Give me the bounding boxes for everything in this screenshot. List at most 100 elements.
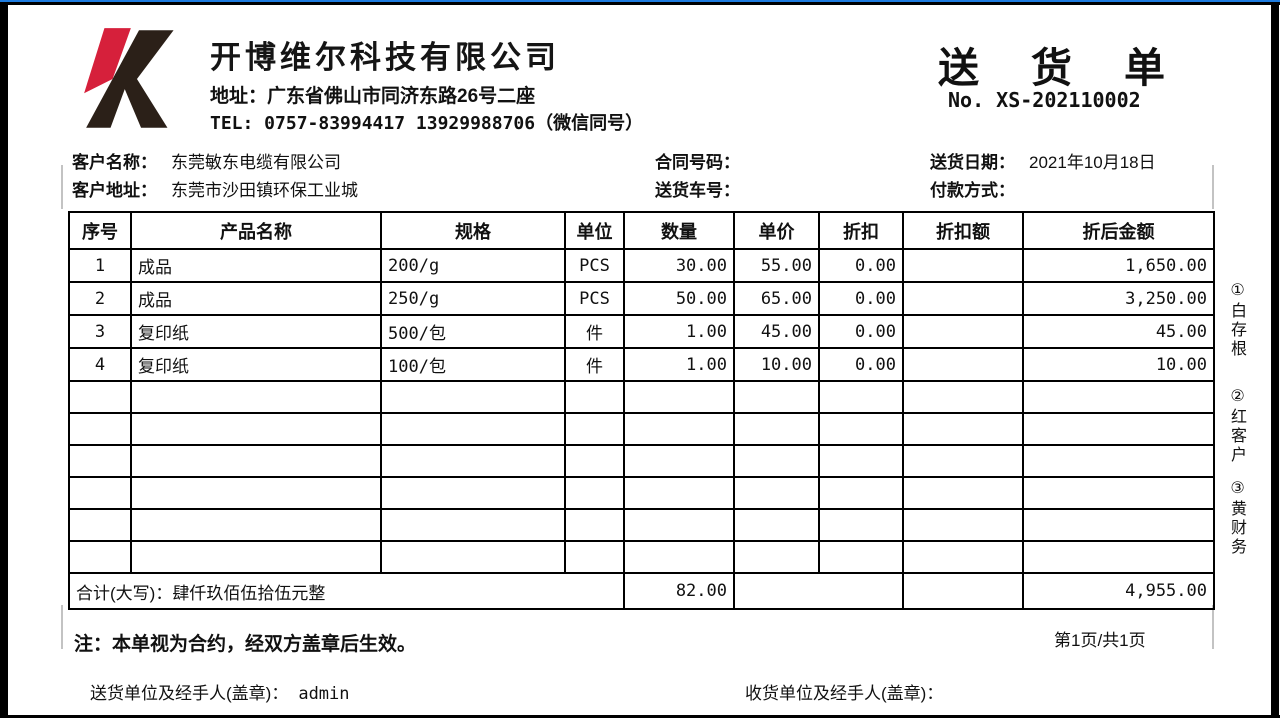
empty-cell xyxy=(902,380,1024,414)
customer-address-value: 东莞市沙田镇环保工业城 xyxy=(171,181,358,200)
empty-cell xyxy=(380,476,566,510)
empty-cell xyxy=(623,540,735,574)
page-number: 第1页/共1页 xyxy=(1054,631,1146,650)
empty-cell xyxy=(623,444,735,478)
table-total-row: 合计(大写)：肆仟玖佰伍拾伍元整 82.00 4,955.00 xyxy=(68,572,1215,610)
empty-cell xyxy=(623,412,735,446)
sender-signature-row: 送货单位及经手人(盖章)： admin xyxy=(90,679,350,704)
empty-cell xyxy=(902,508,1024,542)
total-in-words: 合计(大写)：肆仟玖佰伍拾伍元整 xyxy=(68,572,625,610)
contract-no-label: 合同号码： xyxy=(655,153,740,172)
company-k-logo-icon xyxy=(84,28,174,128)
empty-cell xyxy=(564,540,625,574)
cell-product: 成品 xyxy=(130,281,382,316)
cell-unit: 件 xyxy=(564,314,625,349)
vehicle-no-row: 送货车号： xyxy=(655,176,754,201)
receiver-signature-row: 收货单位及经手人(盖章)： xyxy=(745,679,953,704)
empty-cell xyxy=(818,444,904,478)
payment-method-row: 付款方式： xyxy=(930,176,1029,201)
empty-cell xyxy=(1022,540,1215,574)
empty-cell xyxy=(68,444,132,478)
empty-cell xyxy=(1022,380,1215,414)
empty-cell xyxy=(130,476,382,510)
empty-cell xyxy=(733,380,820,414)
empty-cell xyxy=(818,508,904,542)
table-empty-row xyxy=(68,380,1215,414)
paper-border-bottom xyxy=(0,715,1280,718)
table-empty-row xyxy=(68,444,1215,478)
empty-cell xyxy=(623,508,735,542)
table-row: 2 成品 250/g PCS 50.00 65.00 0.00 3,250.00 xyxy=(68,281,1215,316)
cell-spec: 500/包 xyxy=(380,314,566,349)
delivery-date-label: 送货日期： xyxy=(930,153,1015,172)
window-top-edge xyxy=(0,0,1280,2)
margin-tick xyxy=(1212,165,1214,209)
cell-spec: 100/包 xyxy=(380,347,566,382)
table-empty-row xyxy=(68,476,1215,510)
cell-spec: 250/g xyxy=(380,281,566,316)
cell-index: 1 xyxy=(68,248,132,283)
table-header-row: 序号 产品名称 规格 单位 数量 单价 折扣 折扣额 折后金额 xyxy=(68,211,1215,250)
empty-cell xyxy=(130,508,382,542)
items-table: 序号 产品名称 规格 单位 数量 单价 折扣 折扣额 折后金额 1 成品 200… xyxy=(68,211,1215,610)
table-row: 1 成品 200/g PCS 30.00 55.00 0.00 1,650.00 xyxy=(68,248,1215,283)
payment-method-label: 付款方式： xyxy=(930,181,1015,200)
cell-spec: 200/g xyxy=(380,248,566,283)
customer-address-label: 客户地址： xyxy=(72,181,157,200)
empty-cell xyxy=(130,540,382,574)
empty-cell xyxy=(380,412,566,446)
col-header-index: 序号 xyxy=(68,211,132,250)
company-tel: TEL: 0757-83994417 13929988706（微信同号） xyxy=(210,113,644,134)
empty-cell xyxy=(818,540,904,574)
empty-cell xyxy=(68,540,132,574)
cell-discount-amt xyxy=(902,281,1024,316)
cell-discount-amt xyxy=(902,314,1024,349)
sender-signature-value: admin xyxy=(298,684,350,704)
company-address: 地址：广东省佛山市同济东路26号二座 xyxy=(210,86,536,107)
sender-signature-label: 送货单位及经手人(盖章)： xyxy=(90,684,289,703)
empty-cell xyxy=(1022,444,1215,478)
cell-discount: 0.00 xyxy=(818,314,904,349)
empty-cell xyxy=(902,540,1024,574)
cell-price: 45.00 xyxy=(733,314,820,349)
company-name: 开博维尔科技有限公司 xyxy=(210,40,560,75)
cell-final-amt: 1,650.00 xyxy=(1022,248,1215,283)
empty-cell xyxy=(733,508,820,542)
cell-discount-amt xyxy=(902,248,1024,283)
cell-price: 55.00 xyxy=(733,248,820,283)
vehicle-no-label: 送货车号： xyxy=(655,181,740,200)
empty-cell xyxy=(733,540,820,574)
contract-no-row: 合同号码： xyxy=(655,148,754,173)
cell-final-amt: 10.00 xyxy=(1022,347,1215,382)
empty-cell xyxy=(68,380,132,414)
empty-cell xyxy=(1022,508,1215,542)
total-blank xyxy=(902,572,1024,610)
empty-cell xyxy=(733,412,820,446)
cell-price: 10.00 xyxy=(733,347,820,382)
cell-discount: 0.00 xyxy=(818,248,904,283)
table-empty-row xyxy=(68,508,1215,542)
cell-product: 复印纸 xyxy=(130,314,382,349)
empty-cell xyxy=(68,508,132,542)
copy-note-finance: ③黄财务 xyxy=(1228,478,1245,557)
cell-final-amt: 3,250.00 xyxy=(1022,281,1215,316)
customer-name-value: 东莞敏东电缆有限公司 xyxy=(171,153,341,172)
empty-cell xyxy=(68,476,132,510)
total-blank xyxy=(733,572,904,610)
empty-cell xyxy=(130,380,382,414)
copy-note-customer: ②红客户 xyxy=(1228,386,1245,465)
empty-cell xyxy=(380,380,566,414)
col-header-spec: 规格 xyxy=(380,211,566,250)
cell-discount: 0.00 xyxy=(818,281,904,316)
cell-final-amt: 45.00 xyxy=(1022,314,1215,349)
paper-border-top xyxy=(0,2,1280,5)
empty-cell xyxy=(1022,412,1215,446)
empty-cell xyxy=(623,476,735,510)
cell-discount: 0.00 xyxy=(818,347,904,382)
cell-discount-amt xyxy=(902,347,1024,382)
empty-cell xyxy=(902,444,1024,478)
paper-border-right xyxy=(1271,2,1279,718)
margin-tick xyxy=(61,605,63,649)
cell-index: 4 xyxy=(68,347,132,382)
table-row: 3 复印纸 500/包 件 1.00 45.00 0.00 45.00 xyxy=(68,314,1215,349)
